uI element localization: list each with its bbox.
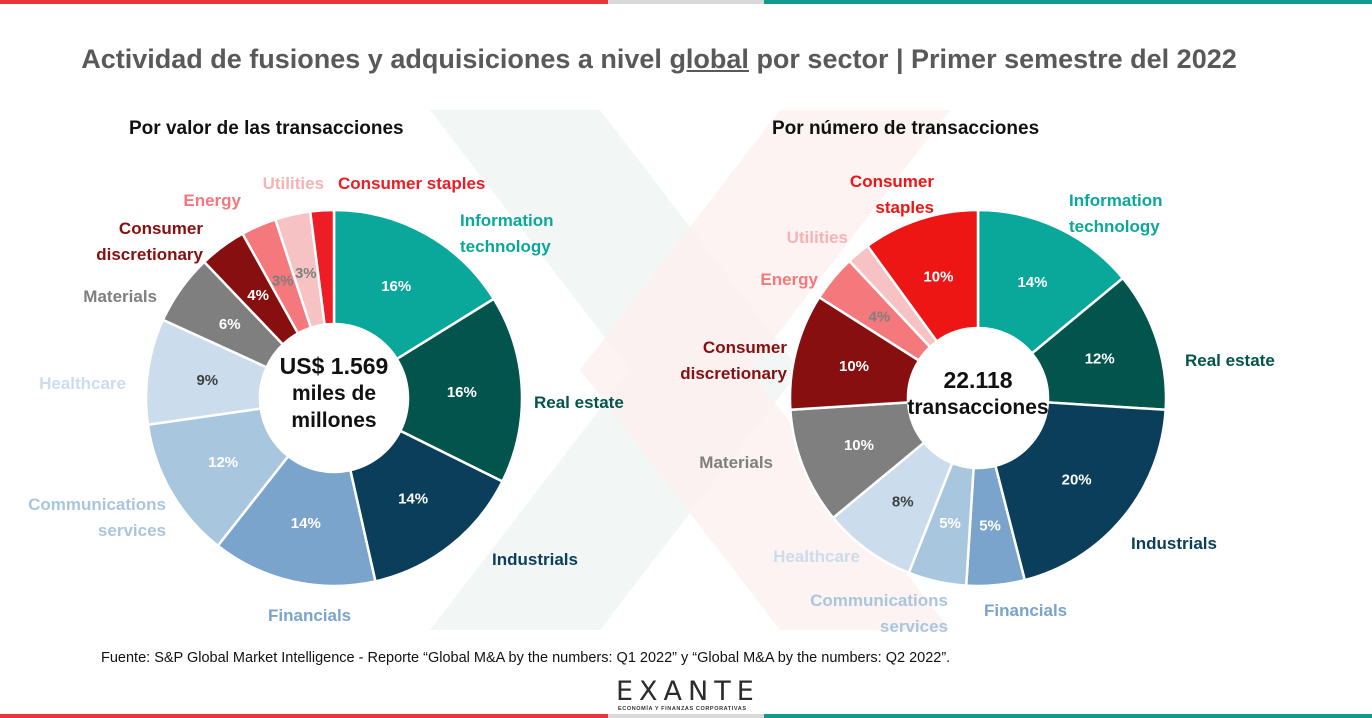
source-note: Fuente: S&P Global Market Intelligence -… — [101, 650, 951, 666]
top-bar-left — [0, 0, 608, 4]
value-label-materials: 6% — [219, 316, 241, 333]
top-bar-right — [764, 0, 1372, 4]
category-label-industrials: Industrials — [492, 550, 578, 569]
bottom-bar-left — [0, 714, 608, 718]
subtitle-right: Por número de transacciones — [772, 118, 1040, 139]
slice-financials — [216, 454, 377, 588]
slice-industrials — [348, 429, 505, 583]
value-label-consumer-discretionary: 4% — [247, 287, 269, 304]
category-label-utilities: Utilities — [787, 228, 848, 247]
center-line: transacciones — [907, 396, 1049, 419]
value-label-information-technology: 16% — [381, 278, 411, 295]
category-label-energy: Energy — [183, 191, 241, 210]
bottom-bar-middle — [608, 714, 764, 718]
value-label-consumer-staples: 10% — [923, 268, 953, 285]
center-line: 22.118 — [943, 367, 1013, 393]
category-label-information-technology: Information technology — [460, 211, 554, 256]
category-label-consumer-discretionary: Consumer discretionary — [680, 338, 787, 383]
value-label-healthcare: 8% — [892, 494, 914, 511]
category-label-energy: Energy — [760, 270, 818, 289]
logo-tagline: ECONOMÍA Y FINANZAS CORPORATIVAS — [618, 706, 747, 712]
value-label-energy: 4% — [869, 308, 891, 325]
value-label-energy: 3% — [272, 273, 294, 290]
value-label-healthcare: 9% — [196, 372, 218, 389]
value-label-consumer-discretionary: 10% — [839, 358, 869, 375]
top-bar-middle — [608, 0, 764, 4]
page-title: Actividad de fusiones y adquisiciones a … — [0, 44, 1318, 75]
value-label-financials: 14% — [291, 515, 321, 532]
title-before: Actividad de fusiones y adquisiciones a … — [81, 44, 670, 74]
center-line: US$ 1.569 — [279, 353, 389, 379]
category-label-consumer-discretionary: Consumer discretionary — [96, 219, 203, 264]
center-line: millones — [291, 409, 377, 432]
title-underlined: global — [669, 44, 749, 74]
category-label-materials: Materials — [83, 287, 157, 306]
value-label-real-estate: 12% — [1085, 350, 1115, 367]
value-label-industrials: 20% — [1062, 472, 1092, 489]
value-label-industrials: 14% — [398, 491, 428, 508]
slice-consumer-staples — [308, 208, 336, 326]
category-label-information-technology: Information technology — [1069, 191, 1163, 236]
slice-industrials — [993, 401, 1167, 582]
subtitle-left: Por valor de las transacciones — [129, 118, 404, 139]
donut-hole — [909, 329, 1047, 467]
category-label-real-estate: Real estate — [534, 393, 624, 412]
value-label-information-technology: 14% — [1017, 274, 1047, 291]
slice-information-technology — [976, 208, 1125, 356]
slice-information-technology — [332, 208, 496, 361]
category-label-financials: Financials — [984, 601, 1067, 620]
logo-word: EXANTE — [616, 676, 760, 707]
value-label-utilities: 3% — [295, 265, 317, 282]
slice-consumer-staples — [865, 208, 980, 344]
category-label-communications-services: Communications services — [810, 591, 948, 636]
title-after: por sector | Primer semestre del 2022 — [748, 44, 1237, 74]
category-label-real-estate: Real estate — [1185, 351, 1275, 370]
value-label-communications-services: 12% — [208, 454, 238, 471]
exante-logo: EXANTE ECONOMÍA Y FINANZAS CORPORATIVAS — [604, 676, 764, 716]
bottom-bar-right — [764, 714, 1372, 718]
slice-real-estate — [1030, 276, 1168, 412]
value-label-financials: 5% — [979, 517, 1001, 534]
category-label-materials: Materials — [699, 453, 773, 472]
category-label-utilities: Utilities — [263, 174, 324, 193]
value-label-real-estate: 16% — [447, 384, 477, 401]
category-label-consumer-staples: Consumer staples — [338, 174, 485, 193]
value-label-materials: 10% — [844, 437, 874, 454]
center-total-value: US$ 1.569 miles de millones — [254, 352, 414, 434]
slice-communications-services — [146, 407, 291, 548]
value-label-communications-services: 5% — [939, 515, 961, 532]
category-label-consumer-staples: Consumer staples — [850, 172, 934, 217]
category-label-industrials: Industrials — [1131, 534, 1217, 553]
center-line: miles de — [291, 382, 377, 405]
category-label-healthcare: Healthcare — [39, 374, 126, 393]
donut-hole — [261, 325, 407, 471]
category-label-communications-services: Communications services — [28, 495, 166, 540]
slice-real-estate — [395, 297, 524, 484]
category-label-financials: Financials — [268, 606, 351, 625]
category-label-healthcare: Healthcare — [773, 547, 860, 566]
center-total-count: 22.118 transacciones — [898, 366, 1058, 421]
